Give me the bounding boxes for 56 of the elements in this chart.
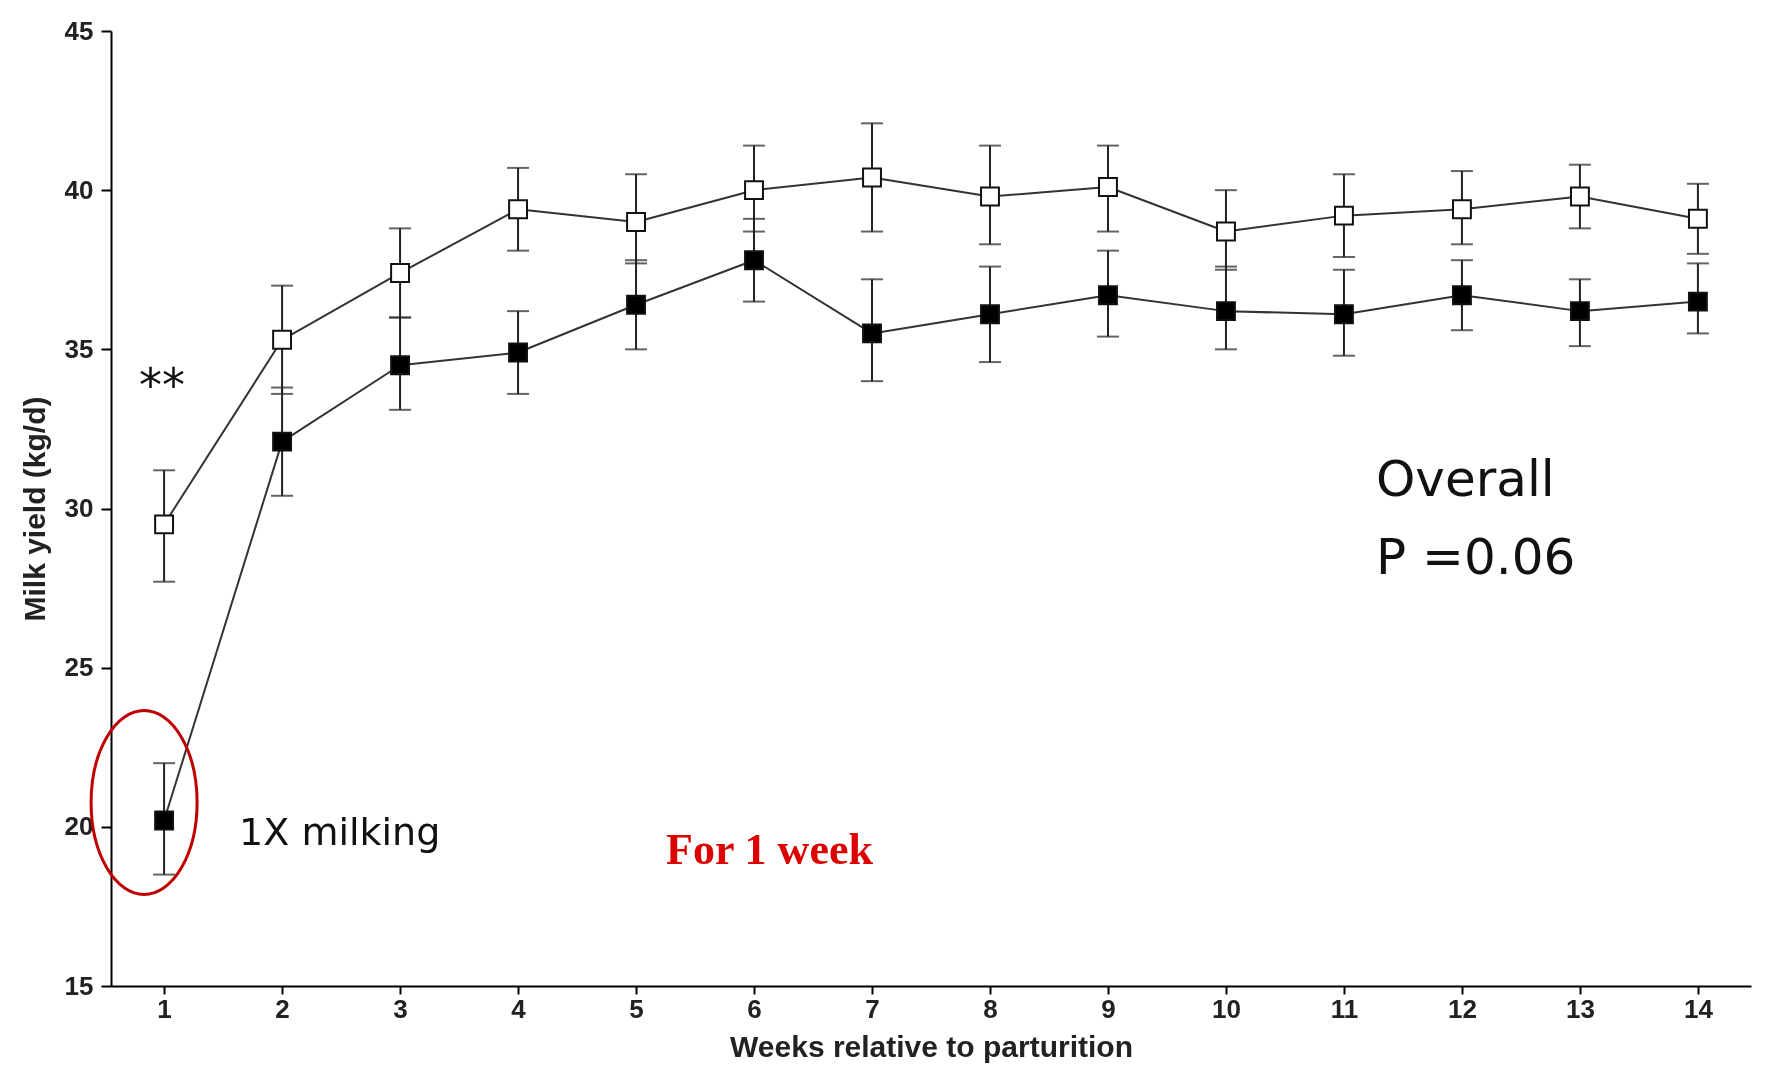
x-tick-label: 6 xyxy=(747,993,762,1024)
point xyxy=(744,180,764,201)
point xyxy=(390,262,411,283)
point xyxy=(980,186,1000,207)
point xyxy=(390,355,411,376)
x-tick-label: 4 xyxy=(511,993,527,1024)
point xyxy=(1098,177,1118,197)
x-tick-label: 13 xyxy=(1565,993,1595,1024)
point xyxy=(272,329,293,350)
point xyxy=(1451,199,1472,220)
point xyxy=(154,514,175,535)
x-tick-label: 12 xyxy=(1447,993,1477,1024)
point xyxy=(1334,304,1354,325)
y-tick-label: 35 xyxy=(64,333,94,364)
point xyxy=(1569,301,1590,322)
point xyxy=(154,810,175,831)
y-tick-label: 45 xyxy=(64,15,94,46)
annotation: ** xyxy=(139,358,185,412)
y-tick-label: 15 xyxy=(64,970,94,1001)
x-tick-label: 1 xyxy=(157,993,172,1024)
point xyxy=(272,431,293,452)
y-tick-label: 20 xyxy=(64,811,94,842)
point xyxy=(1098,285,1118,306)
point xyxy=(1216,221,1236,242)
x-tick-label: 9 xyxy=(1101,993,1116,1024)
annotation: For 1 week xyxy=(666,825,874,874)
y-tick-label: 25 xyxy=(64,652,94,683)
point xyxy=(744,250,764,271)
point xyxy=(1451,285,1472,306)
x-tick-label: 3 xyxy=(393,993,408,1024)
x-tick-label: 7 xyxy=(865,993,880,1024)
x-tick-label: 10 xyxy=(1212,993,1241,1024)
x-tick-label: 8 xyxy=(983,993,998,1024)
x-tick-label: 11 xyxy=(1330,993,1359,1024)
x-tick-label: 2 xyxy=(275,993,290,1024)
point xyxy=(626,294,646,315)
point xyxy=(626,212,646,232)
y-tick-label: 30 xyxy=(64,493,94,523)
x-tick-label: 5 xyxy=(629,993,644,1024)
annotation: 1X milking xyxy=(239,810,441,855)
point xyxy=(862,323,882,344)
point xyxy=(1569,186,1590,207)
point xyxy=(1687,291,1708,312)
x-axis-title: Weeks relative to parturition xyxy=(730,1029,1133,1063)
point xyxy=(1334,205,1354,226)
point xyxy=(980,304,1000,325)
point xyxy=(508,199,528,220)
y-tick-label: 40 xyxy=(64,174,94,205)
point xyxy=(1216,301,1236,322)
point xyxy=(508,342,528,363)
point xyxy=(1687,208,1708,229)
annotation: P =0.06 xyxy=(1376,528,1576,586)
y-axis-title: Milk yield (kg/d) xyxy=(17,396,51,622)
point xyxy=(862,167,882,188)
x-tick-label: 14 xyxy=(1683,993,1714,1024)
annotation: Overall xyxy=(1376,450,1555,508)
